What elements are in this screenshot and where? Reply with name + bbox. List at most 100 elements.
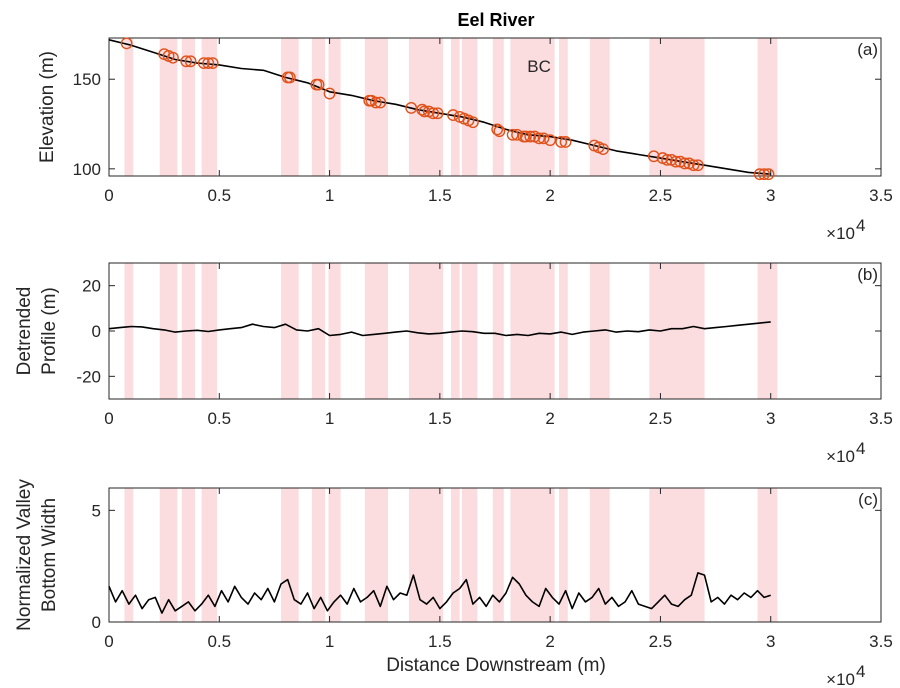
- x-tick-label: 3: [766, 186, 775, 205]
- highlight-band: [461, 38, 478, 176]
- highlight-band: [159, 38, 178, 176]
- y-axis-label: Normalized Valley: [14, 479, 35, 631]
- data-marker: [184, 55, 197, 68]
- data-marker: [120, 37, 133, 50]
- data-marker: [323, 87, 336, 100]
- highlight-band: [450, 488, 460, 622]
- x-tick-label: 3.5: [869, 186, 893, 205]
- data-marker: [206, 57, 219, 69]
- x-tick-label: 1.5: [428, 409, 452, 428]
- panel-c: 0 0.5 1 1.5 2 2.5 3 3.5 ×10 4 0 5 Normalized Valley B…: [14, 479, 893, 688]
- x-tick-label: 2: [545, 409, 554, 428]
- data-marker: [559, 136, 572, 148]
- highlight-band: [649, 488, 705, 622]
- data-marker: [416, 103, 429, 116]
- highlight-band: [201, 38, 218, 176]
- x-tick-label: 3: [766, 409, 775, 428]
- data-marker: [597, 143, 609, 156]
- data-marker: [180, 55, 193, 68]
- x-tick-label: 1.5: [428, 186, 452, 205]
- y-tick-label: -20: [76, 367, 101, 386]
- y-tick-label: 20: [82, 277, 101, 296]
- highlight-band: [408, 263, 444, 399]
- x-tick-label: 1.5: [428, 632, 452, 651]
- y-tick-label: 0: [92, 322, 101, 341]
- x-tick-label: 3.5: [869, 632, 893, 651]
- data-marker: [511, 128, 523, 141]
- highlight-band: [589, 488, 610, 622]
- y-tick-label: 5: [92, 501, 101, 520]
- panel-label: (a): [857, 40, 878, 59]
- x-tick-label: 0: [104, 409, 113, 428]
- highlight-band: [328, 488, 341, 622]
- highlight-band: [281, 488, 299, 622]
- x-tick-label: 0: [104, 632, 113, 651]
- data-marker: [283, 71, 296, 84]
- data-marker: [374, 96, 387, 109]
- x-tick-label: 3.5: [869, 409, 893, 428]
- x-tick-label: 0.5: [207, 409, 231, 428]
- data-marker: [692, 159, 704, 172]
- y-axis-label: Elevation (m): [37, 51, 58, 163]
- highlight-band: [281, 38, 299, 176]
- x-tick-label: 3: [766, 632, 775, 651]
- data-marker: [467, 116, 479, 129]
- highlight-band: [281, 263, 299, 399]
- highlight-band: [201, 488, 218, 622]
- data-marker: [753, 168, 766, 181]
- panel-a: 0 0.5 1 1.5 2 2.5 3 3.5 ×10 4 100 150 Elevation (m) B…: [37, 37, 893, 243]
- highlight-band: [181, 38, 196, 176]
- annotation: BC: [527, 57, 551, 76]
- x-multiplier: ×10: [826, 447, 855, 466]
- y-tick-label: 0: [92, 613, 101, 632]
- highlight-band: [124, 488, 134, 622]
- highlight-band: [757, 488, 778, 622]
- axes-box: [108, 37, 882, 177]
- highlight-band: [328, 38, 341, 176]
- y-axis-label: Profile (m): [39, 287, 60, 375]
- x-tick-label: 1: [325, 632, 334, 651]
- x-tick-label: 0.5: [207, 632, 231, 651]
- highlight-band: [461, 488, 478, 622]
- panel-label: (b): [857, 265, 878, 284]
- highlight-band: [510, 263, 555, 399]
- highlight-band: [124, 38, 134, 176]
- data-marker: [758, 168, 770, 181]
- highlight-band: [492, 263, 504, 399]
- x-multiplier-exponent: 4: [856, 439, 865, 458]
- y-tick-label: 150: [73, 70, 101, 89]
- chart-title: Eel River: [457, 10, 534, 30]
- highlight-band: [124, 263, 134, 399]
- x-tick-label: 1: [325, 409, 334, 428]
- highlight-band: [159, 488, 178, 622]
- data-marker: [519, 130, 532, 143]
- x-multiplier: ×10: [826, 224, 855, 243]
- x-tick-label: 2.5: [649, 186, 673, 205]
- series-line: [108, 572, 771, 614]
- highlight-band: [492, 38, 504, 176]
- highlight-band: [364, 488, 389, 622]
- data-marker: [647, 150, 660, 163]
- data-marker: [202, 57, 215, 69]
- data-marker: [447, 109, 459, 121]
- x-tick-label: 2: [545, 186, 554, 205]
- highlight-band: [311, 38, 326, 176]
- y-tick-label: 100: [73, 160, 101, 179]
- data-marker: [431, 107, 444, 120]
- data-marker: [762, 168, 775, 181]
- highlight-band: [364, 263, 389, 399]
- panel-label: (c): [858, 490, 878, 509]
- highlight-band: [558, 263, 568, 399]
- data-marker: [533, 132, 546, 145]
- series-line: [108, 321, 771, 337]
- highlight-band: [181, 488, 196, 622]
- x-tick-label: 2.5: [649, 632, 673, 651]
- series-line: [108, 39, 771, 175]
- x-axis-label: Distance Downstream (m): [386, 655, 606, 676]
- data-marker: [167, 51, 179, 64]
- data-marker: [312, 78, 325, 91]
- data-marker: [661, 153, 673, 166]
- highlight-band: [450, 38, 460, 176]
- highlight-band: [757, 38, 778, 176]
